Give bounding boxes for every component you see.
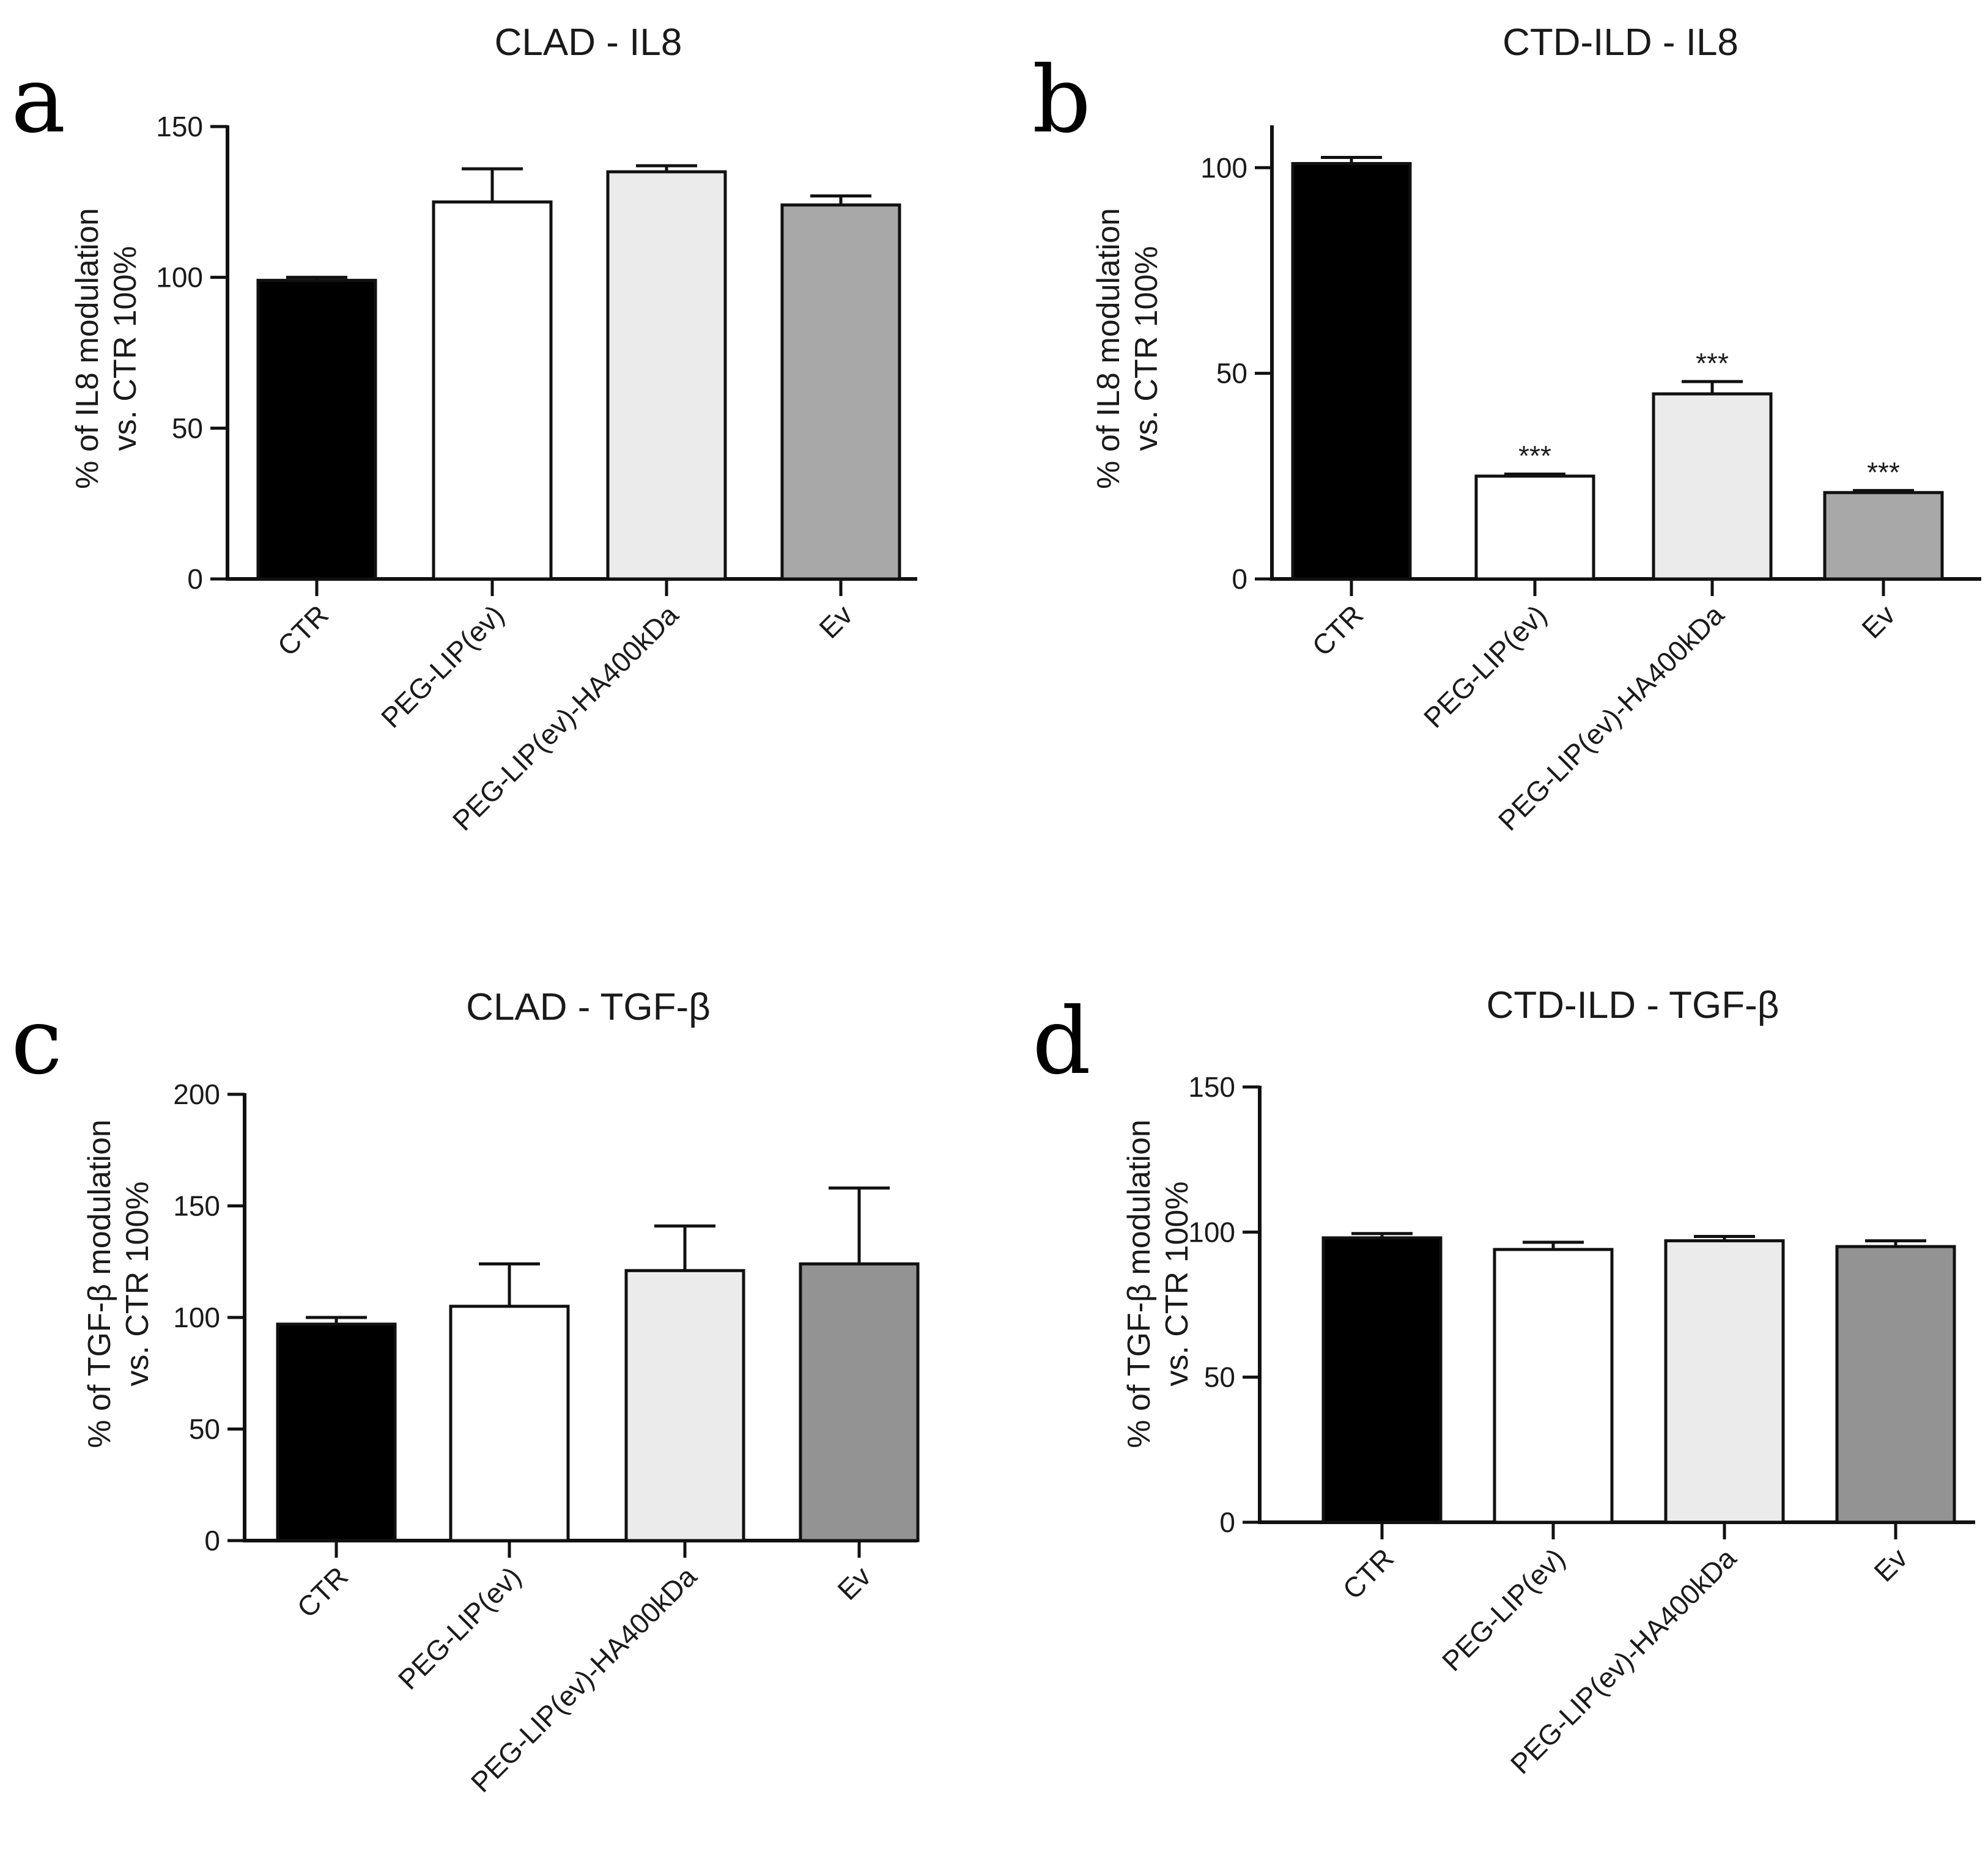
- y-tick-label-b-2: 100: [1200, 152, 1247, 183]
- chart-panel-c: c CLAD - TGF-β % of TGF-β modulation vs.…: [11, 986, 918, 1799]
- x-tick-label-d-ctr: CTR: [1336, 1542, 1400, 1605]
- bar-d-ev: [1837, 1247, 1954, 1522]
- bar-d-ctr: [1323, 1238, 1441, 1522]
- panel-letter-b: b: [1032, 47, 1091, 153]
- panel-letter-d: d: [1032, 989, 1091, 1095]
- significance-label-b-ev: ***: [1867, 456, 1900, 488]
- y-tick-label-d-3: 150: [1188, 1071, 1235, 1103]
- x-tick-label-a-ev: Ev: [813, 599, 859, 644]
- y-tick-label-c-0: 0: [204, 1525, 220, 1556]
- x-tick-label-c-ev: Ev: [831, 1560, 877, 1606]
- x-tick-label-c-peg-lip-ev: PEG-LIP(ev): [392, 1560, 527, 1695]
- chart-panel-d: d CTD-ILD - TGF-β % of TGF-β modulation …: [1032, 984, 1975, 1780]
- figure: a CLAD - IL8 % of IL8 modulation vs. CTR…: [0, 0, 1988, 1853]
- bar-a-peg-lip-ev-ha400kda: [608, 172, 725, 579]
- x-tick-label-a-ctr: CTR: [271, 599, 334, 662]
- y-tick-label-d-0: 0: [1219, 1506, 1235, 1538]
- bar-c-ctr: [278, 1324, 395, 1541]
- chart-title-a: CLAD - IL8: [495, 21, 682, 64]
- y-tick-label-b-1: 50: [1216, 358, 1247, 389]
- significance-label-b-peg-lip-ev: ***: [1518, 440, 1551, 471]
- bar-d-peg-lip-ev-ha400kda: [1666, 1241, 1783, 1522]
- y-tick-label-a-2: 100: [156, 262, 203, 293]
- x-tick-label-b-ev: Ev: [1855, 599, 1901, 644]
- bar-c-peg-lip-ev-ha400kda: [626, 1270, 744, 1541]
- x-tick-label-d-ev: Ev: [1868, 1542, 1913, 1588]
- chart-panel-b: b CTD-ILD - IL8 % of IL8 modulation vs. …: [1032, 21, 1981, 837]
- y-tick-label-c-3: 150: [173, 1190, 220, 1222]
- y-axis-label-b-line1: % of IL8 modulation: [1091, 208, 1126, 489]
- y-tick-label-c-2: 100: [173, 1302, 220, 1333]
- significance-label-b-peg-lip-ev-ha400kda: ***: [1696, 347, 1729, 379]
- y-tick-label-d-2: 100: [1188, 1216, 1235, 1248]
- chart-title-d: CTD-ILD - TGF-β: [1487, 984, 1779, 1026]
- y-tick-label-d-1: 50: [1204, 1361, 1235, 1393]
- panel-letter-c: c: [11, 989, 62, 1095]
- chart-title-b: CTD-ILD - IL8: [1502, 21, 1739, 64]
- bar-a-ctr: [258, 281, 375, 579]
- bar-a-ev: [782, 205, 900, 579]
- y-axis-label-c-line1: % of TGF-β modulation: [82, 1119, 117, 1448]
- x-tick-label-c-ctr: CTR: [290, 1560, 354, 1624]
- y-tick-label-a-3: 150: [156, 111, 203, 142]
- y-axis-label-c-line2: vs. CTR 100%: [120, 1181, 155, 1386]
- chart-title-c: CLAD - TGF-β: [466, 986, 711, 1028]
- bar-a-peg-lip-ev: [434, 202, 551, 579]
- panel-letter-a: a: [11, 47, 65, 153]
- bar-b-ev: [1825, 493, 1942, 579]
- y-tick-label-a-1: 50: [172, 412, 203, 444]
- y-axis-label-d-line2: vs. CTR 100%: [1159, 1181, 1195, 1386]
- bar-d-peg-lip-ev: [1495, 1250, 1612, 1522]
- y-axis-label-b-line2: vs. CTR 100%: [1129, 246, 1164, 451]
- y-axis-label-a-line2: vs. CTR 100%: [108, 246, 143, 451]
- y-tick-label-a-0: 0: [187, 563, 203, 595]
- chart-panel-a: a CLAD - IL8 % of IL8 modulation vs. CTR…: [11, 21, 917, 837]
- y-tick-label-b-0: 0: [1232, 563, 1247, 595]
- bar-c-peg-lip-ev: [451, 1306, 568, 1541]
- x-tick-label-d-peg-lip-ev: PEG-LIP(ev): [1436, 1542, 1571, 1677]
- bar-b-ctr: [1293, 164, 1410, 579]
- y-tick-label-c-4: 200: [173, 1078, 220, 1110]
- y-axis-label-a-line1: % of IL8 modulation: [70, 208, 105, 489]
- y-axis-label-d-line1: % of TGF-β modulation: [1121, 1119, 1157, 1448]
- y-tick-label-c-1: 50: [189, 1413, 220, 1445]
- bar-b-peg-lip-ev: [1476, 476, 1594, 579]
- bar-b-peg-lip-ev-ha400kda: [1654, 394, 1771, 579]
- bar-c-ev: [800, 1264, 918, 1541]
- x-tick-label-b-peg-lip-ev: PEG-LIP(ev): [1417, 599, 1553, 734]
- x-tick-label-a-peg-lip-ev: PEG-LIP(ev): [375, 599, 510, 734]
- x-tick-label-b-ctr: CTR: [1306, 599, 1369, 662]
